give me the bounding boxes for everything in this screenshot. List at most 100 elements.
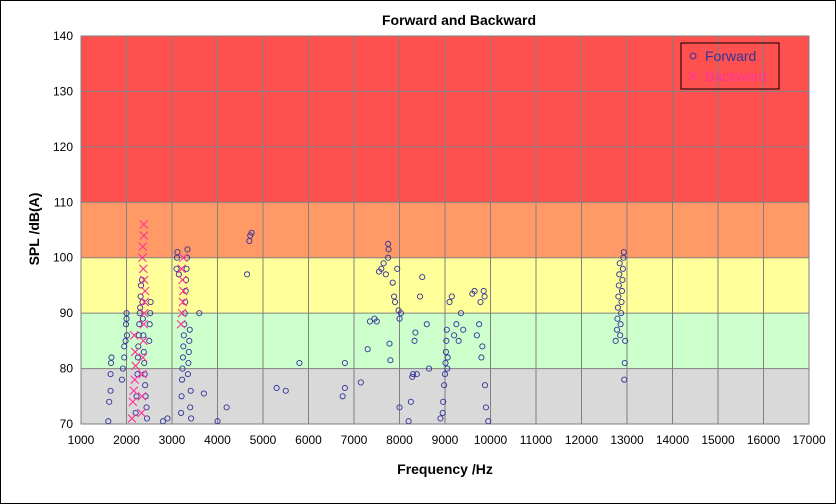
forward-point-68 bbox=[187, 387, 194, 394]
forward-point-138 bbox=[476, 321, 483, 328]
forward-point-52 bbox=[180, 343, 187, 350]
forward-point-24 bbox=[137, 293, 144, 300]
x-tick-label-15: 16000 bbox=[747, 433, 781, 447]
forward-point-93 bbox=[385, 254, 392, 261]
forward-point-48 bbox=[178, 393, 185, 400]
chart-title: Forward and Backward bbox=[382, 12, 536, 28]
x-tick-label-9: 10000 bbox=[474, 433, 508, 447]
backward-point-1 bbox=[128, 397, 138, 407]
forward-point-157 bbox=[618, 310, 625, 317]
forward-point-95 bbox=[385, 246, 392, 253]
forward-point-65 bbox=[186, 337, 193, 344]
forward-point-40 bbox=[147, 299, 154, 306]
forward-point-96 bbox=[386, 340, 393, 347]
forward-point-50 bbox=[179, 365, 186, 372]
forward-point-8 bbox=[121, 354, 128, 361]
forward-point-92 bbox=[382, 271, 389, 278]
forward-point-38 bbox=[146, 321, 153, 328]
forward-point-155 bbox=[617, 332, 624, 339]
backward-point-24 bbox=[178, 297, 188, 307]
forward-point-158 bbox=[618, 299, 625, 306]
forward-point-90 bbox=[378, 265, 385, 272]
forward-point-104 bbox=[397, 310, 404, 317]
forward-point-66 bbox=[186, 326, 193, 333]
x-tick-label-11: 12000 bbox=[565, 433, 599, 447]
x-tick-label-4: 5000 bbox=[250, 433, 277, 447]
backward-point-17 bbox=[138, 264, 148, 274]
backward-point-12 bbox=[139, 319, 149, 329]
forward-point-81 bbox=[339, 393, 346, 400]
forward-point-59 bbox=[183, 265, 190, 272]
legend-label-backward: Backward bbox=[705, 68, 766, 84]
forward-point-13 bbox=[123, 310, 130, 317]
forward-point-165 bbox=[621, 359, 628, 367]
x-tick-label-12: 13000 bbox=[610, 433, 644, 447]
x-tick-label-7: 8000 bbox=[386, 433, 413, 447]
forward-point-85 bbox=[364, 346, 371, 353]
forward-point-47 bbox=[178, 409, 185, 416]
forward-point-166 bbox=[622, 337, 629, 344]
forward-point-9 bbox=[121, 343, 128, 350]
x-tick-label-5: 6000 bbox=[295, 433, 322, 447]
y-tick-label-2: 90 bbox=[60, 306, 74, 320]
forward-point-58 bbox=[183, 276, 190, 283]
forward-point-106 bbox=[405, 418, 412, 425]
forward-point-61 bbox=[184, 246, 191, 253]
forward-point-129 bbox=[448, 293, 455, 300]
forward-point-37 bbox=[146, 337, 153, 344]
forward-point-91 bbox=[380, 260, 387, 267]
forward-point-3 bbox=[107, 371, 114, 378]
y-tick-label-5: 120 bbox=[53, 140, 73, 154]
backward-point-22 bbox=[176, 319, 186, 329]
forward-point-41 bbox=[159, 418, 166, 425]
backward-point-21 bbox=[139, 220, 149, 229]
forward-point-5 bbox=[108, 354, 115, 361]
forward-point-6 bbox=[118, 376, 125, 383]
forward-point-34 bbox=[142, 393, 149, 400]
forward-point-62 bbox=[184, 371, 191, 378]
forward-point-33 bbox=[142, 382, 149, 389]
forward-point-144 bbox=[481, 382, 489, 389]
forward-point-74 bbox=[244, 271, 251, 278]
x-tick-label-2: 3000 bbox=[159, 433, 186, 447]
y-axis-title: SPL /dB(A) bbox=[26, 193, 42, 266]
forward-point-71 bbox=[200, 390, 207, 397]
forward-point-49 bbox=[178, 376, 186, 383]
plot-border bbox=[80, 35, 810, 425]
forward-point-132 bbox=[455, 337, 462, 344]
forward-point-141 bbox=[479, 343, 486, 350]
forward-point-152 bbox=[615, 282, 622, 289]
forward-point-116 bbox=[426, 365, 433, 372]
forward-point-110 bbox=[411, 337, 418, 344]
forward-point-121 bbox=[441, 371, 449, 378]
backward-point-6 bbox=[129, 330, 139, 340]
forward-point-14 bbox=[123, 332, 131, 339]
forward-point-98 bbox=[389, 279, 396, 286]
legend-box bbox=[680, 42, 780, 90]
forward-point-42 bbox=[164, 415, 171, 422]
forward-point-77 bbox=[248, 229, 255, 236]
forward-point-133 bbox=[457, 310, 464, 317]
forward-point-39 bbox=[147, 310, 154, 317]
forward-point-7 bbox=[119, 365, 126, 372]
x-tick-label-1: 2000 bbox=[113, 433, 140, 447]
forward-point-84 bbox=[357, 379, 364, 386]
legend: Forward Backward bbox=[680, 42, 780, 90]
forward-point-29 bbox=[140, 332, 147, 339]
backward-point-10 bbox=[138, 353, 148, 362]
forward-point-107 bbox=[407, 398, 414, 405]
legend-marker-backward bbox=[688, 71, 698, 81]
forward-point-112 bbox=[413, 371, 420, 378]
forward-point-159 bbox=[618, 287, 626, 295]
forward-point-21 bbox=[136, 321, 143, 328]
forward-point-151 bbox=[615, 293, 622, 300]
forward-point-103 bbox=[396, 315, 403, 322]
forward-point-142 bbox=[480, 287, 487, 295]
forward-point-108 bbox=[409, 373, 416, 380]
backward-point-5 bbox=[130, 347, 140, 357]
y-tick-label-3: 100 bbox=[53, 251, 73, 265]
forward-point-20 bbox=[135, 332, 142, 339]
forward-point-128 bbox=[446, 299, 453, 306]
backward-point-2 bbox=[129, 386, 139, 396]
